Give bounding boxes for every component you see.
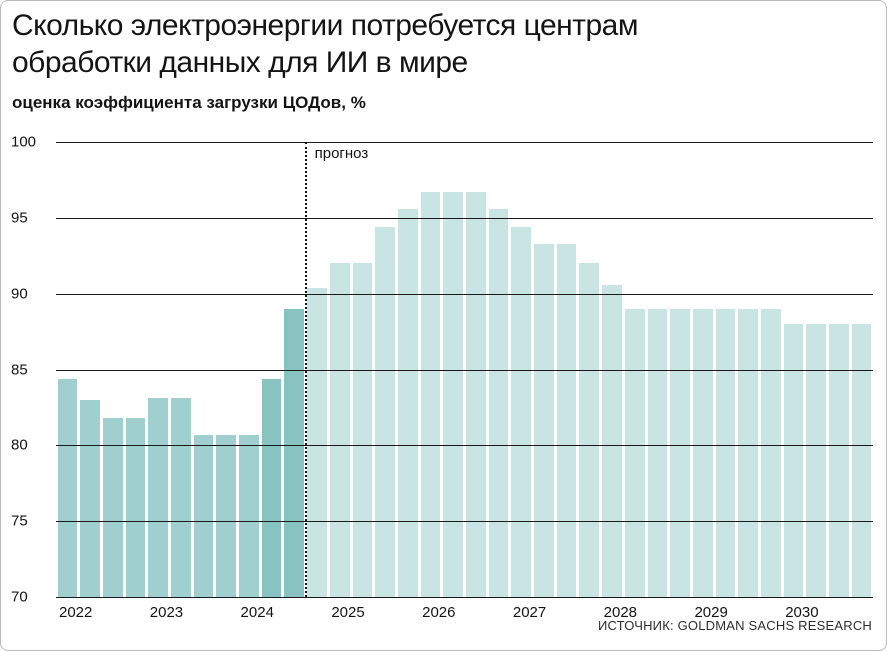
chart-subtitle: оценка коэффициента загрузки ЦОДов, %	[12, 93, 366, 112]
x-tick-label-2029: 2029	[694, 604, 728, 621]
y-tick-label-75: 75	[11, 512, 28, 530]
bar-q22-value-93.3	[534, 243, 554, 597]
x-tick-label-2027: 2027	[512, 604, 547, 621]
bar-q30-value-89	[715, 308, 736, 597]
bar-q29-value-89	[692, 308, 713, 597]
bar-q10-value-84.4	[261, 378, 282, 597]
bar-q3-value-81.8	[102, 418, 123, 597]
gridline-85	[56, 369, 873, 371]
bar-q2-value-83	[80, 399, 100, 597]
bar-q36-value-88	[851, 324, 872, 597]
chart-title: Сколько электроэнергии потребуется центр…	[12, 7, 638, 81]
bar-q21-value-94.4	[511, 226, 532, 597]
bar-q16-value-95.6	[397, 208, 418, 597]
y-tick-label-100: 100	[11, 133, 37, 151]
y-tick-label-80: 80	[11, 436, 28, 454]
gridline-75	[56, 521, 873, 523]
bar-q25-value-90.6	[602, 284, 622, 597]
x-tick-label-2024: 2024	[240, 604, 274, 621]
bar-q5-value-83.1	[148, 398, 168, 597]
bar-q14-value-92	[352, 263, 373, 597]
bar-q15-value-94.4	[375, 226, 395, 597]
bar-q28-value-89	[670, 308, 690, 597]
bar-q8-value-80.7	[216, 434, 237, 597]
bar-q26-value-89	[624, 308, 645, 597]
gridline-100	[56, 142, 873, 143]
bar-q18-value-96.7	[443, 192, 463, 597]
bar-q20-value-95.6	[488, 208, 509, 597]
bar-q32-value-89	[761, 308, 781, 597]
forecast-label: прогноз	[314, 145, 369, 162]
gridline-80	[56, 445, 873, 447]
x-tick-label-2025: 2025	[331, 604, 365, 621]
bar-q27-value-89	[647, 308, 668, 597]
y-tick-label-70: 70	[11, 588, 28, 606]
bar-q9-value-80.7	[239, 434, 259, 597]
chart-title-line1: Сколько электроэнергии потребуется центр…	[12, 9, 638, 42]
bar-q24-value-92	[579, 263, 600, 597]
forecast-divider-line	[304, 142, 307, 597]
bar-q6-value-83.1	[170, 398, 191, 597]
bar-q17-value-96.7	[420, 192, 441, 597]
gridline-70	[56, 597, 873, 598]
y-tick-label-95: 95	[11, 209, 28, 227]
gridline-90	[56, 293, 873, 295]
bar-q4-value-81.8	[125, 418, 146, 597]
y-tick-label-90: 90	[11, 285, 28, 303]
x-tick-label-2028: 2028	[603, 604, 638, 621]
bar-q31-value-89	[738, 308, 759, 597]
bar-q1-value-84.4	[57, 378, 78, 597]
y-tick-label-85: 85	[11, 361, 28, 378]
plot-area: 100 95 90 85 80 75 70 прогноз 2022 2023 2024 2025…	[11, 134, 873, 621]
chart-title-line2: обработки данных для ИИ в мире	[12, 46, 468, 79]
x-tick-label-2030: 2030	[785, 604, 819, 621]
bar-q35-value-88	[829, 324, 849, 597]
x-tick-label-2026: 2026	[422, 604, 456, 621]
gridline-95	[56, 217, 873, 219]
bar-q12-value-90.4	[307, 287, 327, 597]
source-credit: ИСТОЧНИК: GOLDMAN SACHS RESEARCH	[597, 618, 872, 633]
bar-q7-value-80.7	[193, 434, 214, 597]
bar-q34-value-88	[806, 324, 827, 597]
bar-q33-value-88	[783, 324, 804, 597]
x-tick-label-2023: 2023	[149, 604, 184, 621]
bar-q19-value-96.7	[466, 192, 486, 597]
x-tick-label-2022: 2022	[59, 604, 93, 621]
bar-q23-value-93.3	[556, 243, 577, 597]
bar-q13-value-92	[329, 263, 350, 597]
bar-q11-value-89	[284, 308, 305, 597]
